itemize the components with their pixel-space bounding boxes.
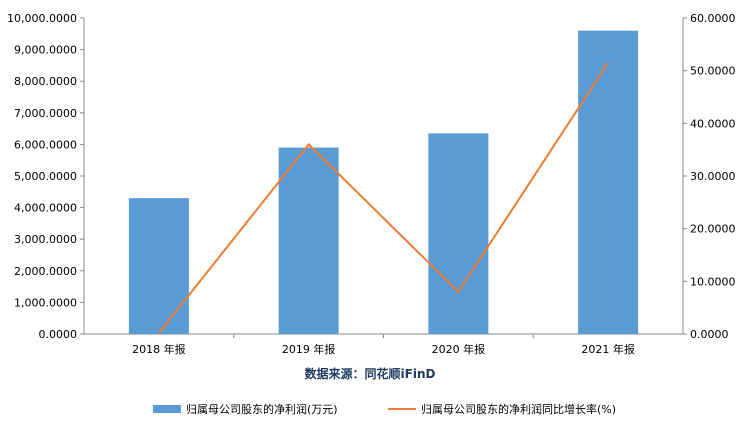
line-series <box>158 62 609 334</box>
legend-swatch-bar <box>153 405 181 413</box>
category-labels: 2018 年报 2019 年报 2020 年报 2021 年报 <box>132 334 635 356</box>
legend-label-line: 归属母公司股东的净利润同比增长率(%) <box>421 402 616 416</box>
left-tick-label: 1,000.0000 <box>14 296 77 309</box>
category-label: 2019 年报 <box>282 342 336 356</box>
left-axis-ticks: 0.0000 1,000.0000 2,000.0000 3,000.0000 4,00… <box>7 12 84 341</box>
left-tick-label: 10,000.0000 <box>7 12 77 25</box>
growth-line <box>158 62 609 334</box>
bar <box>128 198 189 334</box>
bar <box>428 133 489 334</box>
left-tick-label: 3,000.0000 <box>14 233 77 246</box>
left-tick-label: 2,000.0000 <box>14 265 77 278</box>
source-label: 数据来源：同花顺iFinD <box>305 366 436 381</box>
right-tick-label: 10.0000 <box>690 275 736 288</box>
right-tick-label: 60.0000 <box>690 12 736 25</box>
left-tick-label: 7,000.0000 <box>14 107 77 120</box>
bar <box>278 147 339 334</box>
bar-series <box>128 30 639 334</box>
left-tick-label: 0.0000 <box>39 328 78 341</box>
category-label: 2018 年报 <box>132 342 186 356</box>
legend: 归属母公司股东的净利润(万元) 归属母公司股东的净利润同比增长率(%) <box>153 402 616 416</box>
category-label: 2020 年报 <box>432 342 486 356</box>
right-tick-label: 40.0000 <box>690 117 736 130</box>
legend-label-bar: 归属母公司股东的净利润(万元) <box>186 402 338 416</box>
left-tick-label: 4,000.0000 <box>14 202 77 215</box>
right-tick-label: 0.0000 <box>690 328 729 341</box>
right-tick-label: 50.0000 <box>690 65 736 78</box>
category-label: 2021 年报 <box>581 342 635 356</box>
left-tick-label: 9,000.0000 <box>14 44 77 57</box>
right-axis-ticks: 0.0000 10.0000 20.0000 30.0000 40.0000 50.000… <box>683 12 736 341</box>
right-tick-label: 20.0000 <box>690 223 736 236</box>
left-tick-label: 8,000.0000 <box>14 75 77 88</box>
left-tick-label: 6,000.0000 <box>14 138 77 151</box>
left-tick-label: 5,000.0000 <box>14 170 77 183</box>
right-tick-label: 30.0000 <box>690 170 736 183</box>
bar <box>578 30 639 334</box>
